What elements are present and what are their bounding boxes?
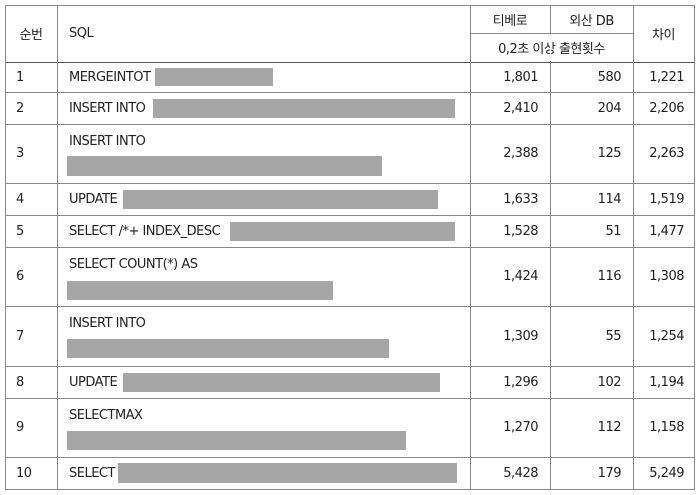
row-no: 3 — [16, 146, 24, 161]
diff-count: 1,194 — [649, 374, 684, 390]
tibero-count: 1,528 — [503, 223, 538, 239]
diff-count: 1,254 — [649, 328, 684, 344]
header-no: 순번 — [19, 28, 43, 43]
border — [5, 92, 695, 93]
diff-count: 1,158 — [649, 420, 684, 435]
diff-count: 1,308 — [649, 269, 684, 284]
redaction — [67, 339, 389, 358]
diff-count: 1,477 — [649, 223, 684, 239]
sql-text: INSERT INTO — [69, 315, 146, 331]
foreign-count: 116 — [597, 269, 622, 284]
tibero-count: 2,410 — [503, 100, 538, 116]
redaction — [67, 431, 406, 450]
row-no: 4 — [16, 191, 24, 207]
row-no: 10 — [16, 465, 32, 481]
border — [5, 183, 695, 184]
sql-text: UPDATE — [69, 191, 118, 207]
sql-text: MERGEINTOT — [69, 69, 151, 85]
mask — [550, 34, 551, 61]
redaction — [118, 463, 457, 483]
sql-text: SELECT — [69, 465, 115, 481]
header-diff: 차이 — [652, 28, 675, 43]
row-no: 1 — [16, 69, 24, 85]
foreign-count: 102 — [597, 374, 622, 390]
tibero-count: 1,309 — [503, 328, 538, 344]
sql-text: UPDATE — [69, 374, 118, 390]
tibero-count: 1,424 — [503, 269, 538, 284]
diff-count: 2,263 — [649, 146, 684, 161]
row-no: 6 — [16, 269, 24, 284]
border — [694, 5, 695, 490]
border — [5, 398, 695, 399]
row-no: 7 — [16, 328, 24, 344]
border — [5, 62, 695, 63]
diff-count: 5,249 — [649, 465, 684, 481]
header-foreign: 외산 DB — [569, 13, 614, 29]
foreign-count: 179 — [597, 465, 622, 481]
foreign-count: 112 — [597, 420, 622, 435]
tibero-count: 1,270 — [503, 420, 538, 435]
sql-text: SELECTMAX — [69, 407, 143, 423]
border — [5, 5, 6, 490]
border — [5, 457, 695, 458]
foreign-count: 51 — [605, 223, 621, 239]
row-no: 2 — [16, 100, 24, 116]
foreign-count: 125 — [597, 146, 622, 161]
foreign-count: 204 — [597, 100, 622, 116]
foreign-count: 55 — [605, 328, 621, 344]
sql-text: SELECT /*+ INDEX_DESC — [69, 223, 221, 239]
redaction — [123, 373, 440, 392]
border — [5, 489, 695, 490]
border — [5, 306, 695, 307]
redaction — [67, 281, 333, 300]
redaction — [153, 99, 455, 118]
redaction — [230, 222, 455, 241]
diff-count: 1,519 — [649, 191, 684, 207]
border — [470, 33, 633, 34]
border — [5, 215, 695, 216]
border — [5, 124, 695, 125]
tibero-count: 5,428 — [503, 465, 538, 481]
header-sql: SQL — [69, 26, 94, 41]
border — [5, 5, 695, 6]
border — [5, 247, 695, 248]
redaction — [67, 156, 382, 176]
foreign-count: 114 — [597, 191, 622, 207]
header-sub: 0,2초 이상 출현횟수 — [498, 42, 605, 57]
sql-text: INSERT INTO — [69, 100, 146, 116]
tibero-count: 1,296 — [503, 374, 538, 390]
redaction — [155, 68, 273, 86]
row-no: 9 — [16, 420, 24, 435]
tibero-count: 2,388 — [503, 146, 538, 161]
redaction — [123, 190, 438, 209]
header-tibero: 티베로 — [492, 13, 528, 29]
border — [470, 5, 471, 490]
sql-text: INSERT INTO — [69, 133, 146, 149]
foreign-count: 580 — [597, 69, 622, 85]
row-no: 5 — [16, 223, 24, 239]
border — [550, 5, 551, 490]
border — [57, 5, 58, 490]
diff-count: 2,206 — [649, 100, 684, 116]
border — [5, 366, 695, 367]
row-no: 8 — [16, 374, 24, 390]
border — [633, 5, 634, 490]
tibero-count: 1,633 — [503, 191, 538, 207]
sql-text: SELECT COUNT(*) AS — [69, 256, 198, 272]
diff-count: 1,221 — [649, 69, 684, 85]
tibero-count: 1,801 — [503, 69, 538, 85]
